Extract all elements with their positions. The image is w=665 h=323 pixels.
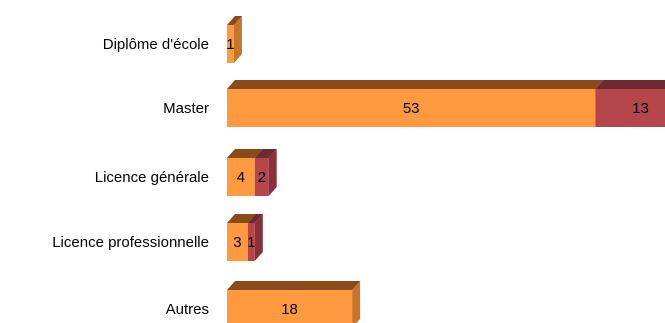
- bar-top-face: [595, 80, 665, 89]
- bar-top-face: [247, 214, 263, 223]
- bar-segment: [227, 290, 353, 323]
- bar-top-face: [254, 149, 277, 158]
- bar-segment: [227, 89, 596, 127]
- bar-segment: [595, 89, 665, 127]
- bar-top-face: [227, 149, 263, 158]
- bar-top-face: [227, 281, 361, 290]
- data-label: 13: [632, 100, 649, 117]
- data-label: 1: [247, 234, 255, 251]
- data-label: 53: [403, 100, 420, 117]
- bar-side-face: [268, 149, 277, 196]
- bar-segment: [227, 25, 234, 63]
- category-label: Licence générale: [95, 169, 209, 186]
- bar-segment: [247, 223, 255, 261]
- data-label: 2: [258, 169, 266, 186]
- bar-segment: [254, 158, 269, 196]
- bar-top-face: [227, 16, 242, 25]
- data-label: 1: [226, 36, 234, 53]
- bar-side-face: [352, 281, 361, 323]
- bar-segment: [227, 158, 255, 196]
- bar-segment: [227, 223, 248, 261]
- data-label: 4: [237, 169, 245, 186]
- category-label: Autres: [166, 301, 209, 318]
- bar-side-face: [254, 214, 263, 261]
- category-label: Licence professionnelle: [52, 234, 209, 251]
- category-label: Master: [163, 100, 209, 117]
- bar-top-face: [227, 80, 604, 89]
- bar-side-face: [233, 16, 242, 63]
- data-label: 3: [233, 234, 241, 251]
- data-label: 18: [281, 301, 298, 318]
- bar-top-face: [227, 214, 256, 223]
- category-label: Diplôme d'école: [103, 36, 209, 53]
